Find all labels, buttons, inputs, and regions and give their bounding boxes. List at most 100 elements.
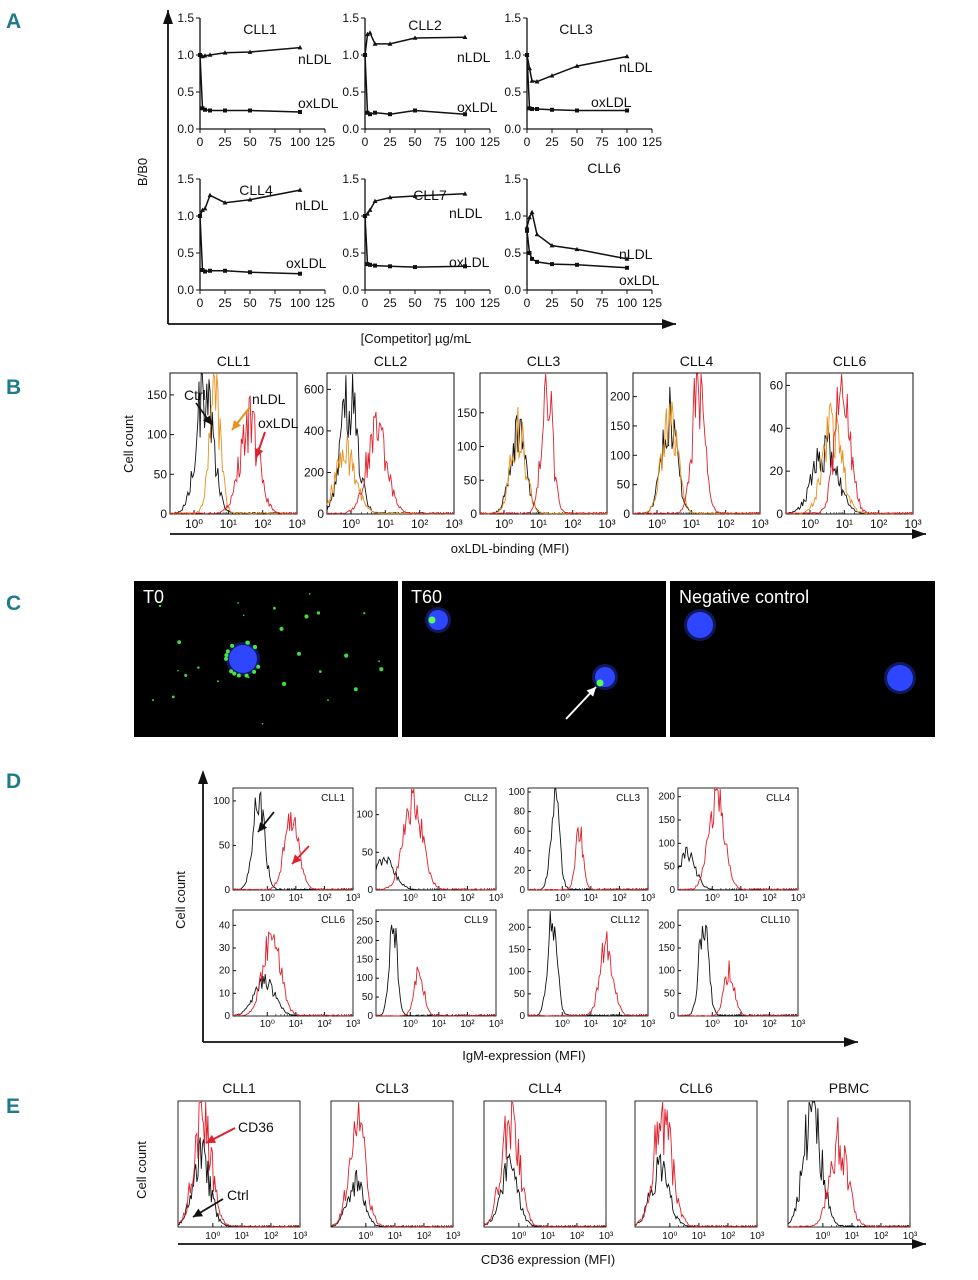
histogram-trace-igm: [677, 787, 799, 891]
green-speck: [216, 680, 219, 683]
annotation-ctrl: Ctrl: [227, 1187, 249, 1203]
green-speck: [316, 611, 321, 615]
subplot-title: CLL6: [587, 160, 621, 176]
x-tick-label: 0: [524, 296, 531, 310]
micrograph-background: [670, 581, 935, 737]
micrograph-label: Negative control: [679, 587, 809, 607]
histogram-trace-nldl: [326, 436, 455, 515]
x-tick-label: 10³: [293, 1231, 308, 1242]
panel-e-subplot-pbmc: PBMC 10⁰ 10¹ 10² 10³: [787, 1080, 918, 1242]
x-tick-label: 10²: [264, 1231, 279, 1242]
data-point-oxldl: [248, 108, 252, 113]
x-tick-label: 100: [617, 296, 637, 310]
y-tick-label: 1.0: [177, 209, 194, 223]
y-tick-label: 1.0: [504, 209, 521, 223]
panel-letter-d: D: [6, 770, 21, 793]
annotation-cd36: CD36: [238, 1119, 274, 1135]
x-tick-label: 10⁰: [495, 517, 513, 531]
panel-d-subplot-cll3: CLL3 0 20 40 60 80 100 10⁰ 10¹ 10² 10³: [508, 787, 656, 904]
x-tick-label: 10⁰: [705, 893, 720, 904]
data-point-oxldl: [388, 264, 392, 269]
y-tick-label: 20: [219, 966, 231, 977]
green-speck: [308, 593, 311, 595]
data-point-oxldl: [363, 214, 367, 218]
subplot-title: CLL4: [528, 1080, 562, 1096]
subplot-title: CLL10: [761, 915, 791, 926]
data-point-nldl: [624, 256, 630, 261]
y-tick-label: 1.5: [342, 172, 359, 186]
histogram-trace-ctrl: [527, 910, 649, 1017]
plot-frame: [169, 372, 298, 515]
arrow-ctrl-head: [193, 1208, 204, 1217]
x-tick-label: 10⁰: [403, 1019, 418, 1030]
arrow-oxldl: [254, 431, 266, 459]
subplot-title: CLL4: [239, 182, 273, 198]
plot-frame: [632, 372, 761, 515]
histogram-trace-ctrl: [483, 1152, 607, 1228]
x-tick-label: 10³: [445, 517, 462, 531]
x-tick-label: 10²: [417, 1231, 432, 1242]
data-point-nldl: [200, 207, 205, 212]
green-speck: [279, 626, 284, 632]
subplot-title: CLL1: [217, 353, 251, 369]
y-tick-label: 1.5: [177, 11, 194, 25]
arrow-nldl: [231, 406, 251, 431]
series-label-oxldl: oxLDL: [449, 254, 490, 270]
data-point-oxldl: [575, 262, 579, 267]
y-tick-label: 20: [514, 865, 526, 876]
data-point-oxldl: [368, 262, 372, 267]
data-point-oxldl: [550, 262, 554, 267]
histogram-trace-oxldl: [169, 395, 298, 515]
data-point-nldl: [367, 207, 373, 212]
y-tick-label: 200: [610, 390, 630, 404]
green-membrane-dot: [225, 649, 230, 654]
subplot-title: CLL2: [374, 353, 408, 369]
panel-d-subplot-cll2: CLL2 0 50 100 10⁰ 10¹ 10² 10³: [356, 787, 504, 904]
data-point-nldl: [247, 49, 253, 54]
y-tick-label: 40: [219, 920, 231, 931]
arrow-cd36: [205, 1127, 236, 1144]
panel-b-x-axis-head: [912, 529, 926, 539]
y-tick-label: 50: [664, 988, 676, 999]
data-point-oxldl: [208, 268, 212, 273]
y-tick-label: 200: [658, 792, 675, 803]
y-tick-label: 150: [356, 954, 373, 965]
micrograph-arrow: [565, 686, 597, 720]
x-tick-label: 50: [570, 135, 584, 149]
y-tick-label: 150: [658, 943, 675, 954]
data-point-oxldl: [200, 268, 205, 273]
y-tick-label: 0: [669, 885, 675, 896]
panel-letter-c: C: [6, 592, 21, 615]
blue-nucleus: [428, 610, 448, 630]
y-tick-label: 100: [213, 796, 230, 807]
y-tick-label: 400: [304, 424, 324, 438]
x-tick-label: 100: [290, 135, 310, 149]
x-tick-label: 10²: [762, 1019, 777, 1030]
panel-e-subplot-cll1: CLL1 10⁰ 10¹ 10² 10³ CD36 Ctrl: [177, 1080, 308, 1242]
histogram-trace-cd36: [635, 1101, 758, 1228]
panel-a-subplot-cll1: 0.0 0.5 1.0 1.5 0 25 50 75 100 125 CLL1 nLDL oxLDL: [177, 11, 338, 149]
subplot-title: CLL6: [321, 915, 345, 926]
histogram-trace-ctrl: [677, 924, 799, 1017]
y-tick-label: 0.0: [177, 122, 194, 136]
x-tick-label: 10¹: [220, 517, 237, 531]
y-tick-label: 60: [770, 378, 784, 392]
green-speck: [184, 673, 188, 677]
y-tick-label: 100: [508, 787, 525, 798]
panel-a-y-axis: [163, 10, 173, 324]
data-point-nldl: [297, 187, 303, 192]
green-speck: [327, 699, 329, 701]
arrow-nldl-head: [232, 420, 242, 430]
micrograph-label: T0: [143, 587, 164, 607]
green-speck: [177, 640, 182, 644]
series-label-oxldl: oxLDL: [457, 99, 498, 115]
subplot-title: CLL1: [321, 793, 345, 804]
x-tick-label: 10²: [254, 517, 271, 531]
panel-d-x-axis: [203, 1037, 858, 1047]
series-label-oxldl: oxLDL: [591, 94, 632, 110]
x-tick-label: 100: [455, 135, 475, 149]
y-tick-label: 0.5: [342, 246, 359, 260]
series-label-oxldl: oxLDL: [619, 272, 660, 288]
panel-d-subplot-cll1: CLL1 0 50 100 10⁰ 10¹ 10² 10³: [213, 787, 361, 904]
green-speck: [197, 666, 200, 669]
